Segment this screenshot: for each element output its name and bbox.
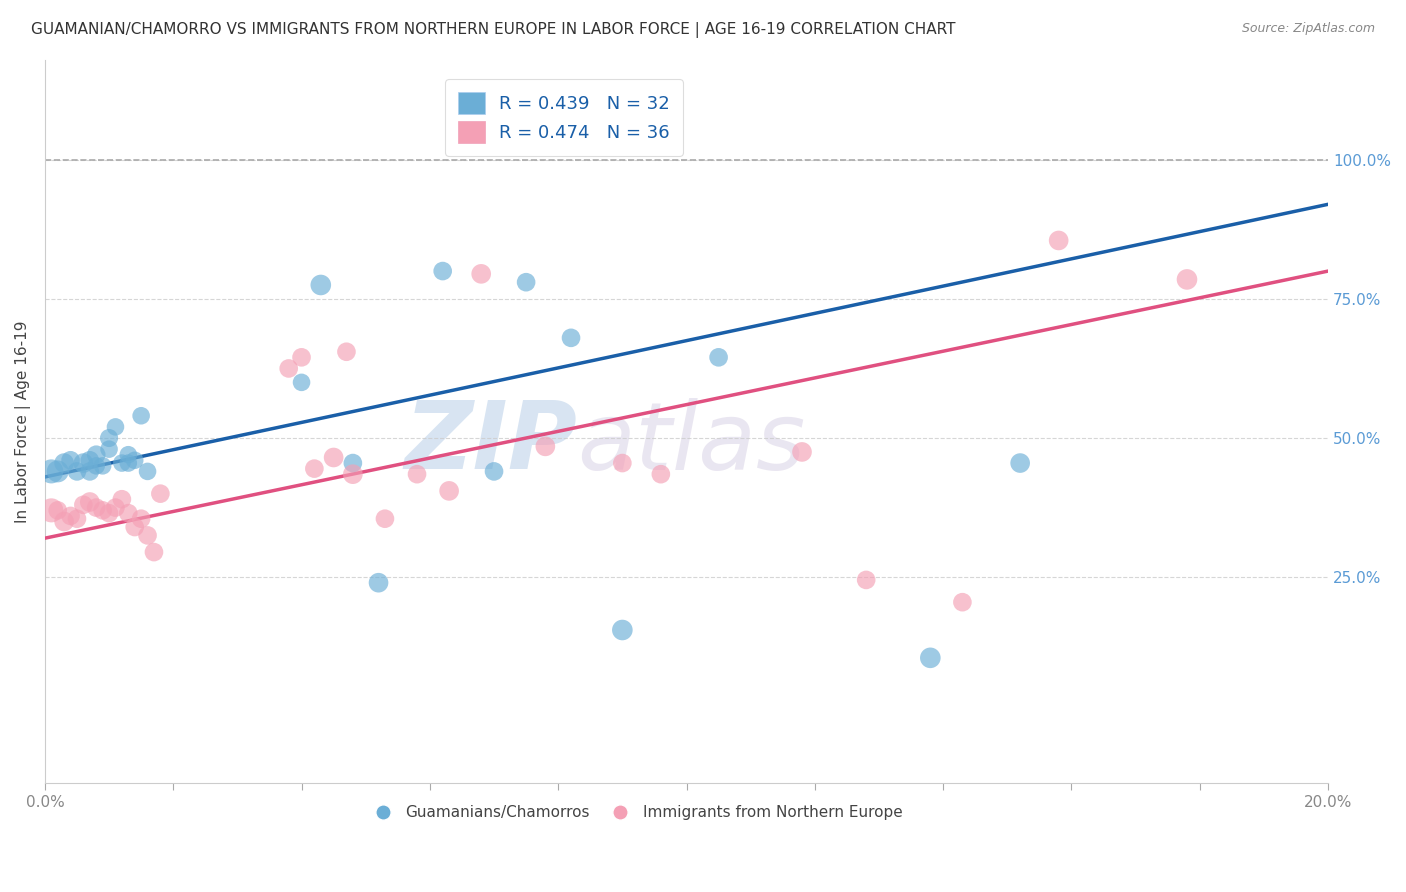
Point [136, 464, 159, 478]
Point [290, 376, 312, 390]
Point [482, 464, 505, 478]
Y-axis label: In Labor Force | Age 16-19: In Labor Force | Age 16-19 [15, 320, 31, 523]
Point [515, 275, 537, 289]
Point [46, 464, 69, 478]
Point [79, 453, 101, 467]
Point [650, 467, 672, 482]
Point [98, 431, 121, 445]
Point [322, 450, 344, 465]
Point [129, 409, 152, 423]
Point [432, 264, 454, 278]
Point [290, 351, 312, 365]
Point [84, 458, 107, 473]
Point [309, 277, 332, 292]
Point [84, 448, 107, 462]
Point [91, 503, 114, 517]
Point [470, 267, 492, 281]
Point [1047, 234, 1070, 248]
Point [437, 483, 460, 498]
Point [406, 467, 429, 482]
Point [534, 439, 557, 453]
Text: GUAMANIAN/CHAMORRO VS IMMIGRANTS FROM NORTHERN EUROPE IN LABOR FORCE | AGE 16-19: GUAMANIAN/CHAMORRO VS IMMIGRANTS FROM NO… [31, 22, 956, 38]
Text: atlas: atlas [578, 398, 806, 489]
Point [104, 420, 127, 434]
Point [117, 448, 139, 462]
Point [1175, 272, 1198, 286]
Point [111, 456, 134, 470]
Point [124, 453, 146, 467]
Point [39, 464, 62, 478]
Point [53, 456, 76, 470]
Point [335, 344, 357, 359]
Point [98, 506, 121, 520]
Point [59, 508, 82, 523]
Point [277, 361, 299, 376]
Point [367, 575, 389, 590]
Point [66, 512, 89, 526]
Point [143, 545, 166, 559]
Point [129, 512, 152, 526]
Point [374, 512, 396, 526]
Point [149, 486, 172, 500]
Point [117, 456, 139, 470]
Point [66, 464, 89, 478]
Point [136, 528, 159, 542]
Point [612, 623, 634, 637]
Point [117, 506, 139, 520]
Point [72, 498, 94, 512]
Point [46, 503, 69, 517]
Point [952, 595, 974, 609]
Point [84, 500, 107, 515]
Point [342, 467, 364, 482]
Point [79, 495, 101, 509]
Point [104, 500, 127, 515]
Point [98, 442, 121, 457]
Legend: Guamanians/Chamorros, Immigrants from Northern Europe: Guamanians/Chamorros, Immigrants from No… [361, 799, 910, 826]
Point [612, 456, 634, 470]
Text: Source: ZipAtlas.com: Source: ZipAtlas.com [1241, 22, 1375, 36]
Point [920, 650, 942, 665]
Point [790, 445, 813, 459]
Point [39, 503, 62, 517]
Point [1010, 456, 1032, 470]
Point [59, 453, 82, 467]
Point [53, 515, 76, 529]
Point [855, 573, 877, 587]
Point [707, 351, 730, 365]
Point [79, 464, 101, 478]
Point [124, 520, 146, 534]
Point [111, 492, 134, 507]
Point [72, 456, 94, 470]
Point [342, 456, 364, 470]
Point [91, 458, 114, 473]
Point [304, 461, 326, 475]
Point [560, 331, 582, 345]
Text: ZIP: ZIP [405, 397, 578, 489]
